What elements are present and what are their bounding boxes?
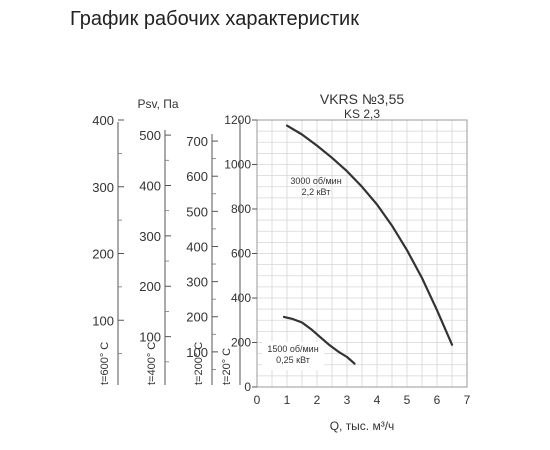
series-label-line1: 3000 об/мин [290,176,341,186]
x-tick-label: 5 [404,393,411,407]
submodel-label: KS 2,3 [344,107,380,121]
temperature-tick-label: 300 [92,180,114,195]
y-tick-label: 1000 [224,158,251,172]
temperature-tick-label: 200 [92,247,114,262]
series-label-line2: 2,2 кВт [302,187,331,197]
temperature-scale-label: t=200° C [193,342,205,385]
temperature-scale-label: t=600° C [99,342,111,385]
temperature-tick-label: 400 [92,113,114,128]
y-tick-label: 0 [244,380,251,394]
x-tick-label: 3 [344,393,351,407]
x-tick-label: 2 [314,393,321,407]
temperature-tick-label: 400 [186,239,208,254]
x-axis-label: Q, тыс. м³/ч [330,419,395,433]
temperature-tick-label: 300 [139,229,161,244]
x-tick-label: 4 [374,393,381,407]
series-label-background [262,342,324,370]
temperature-tick-label: 400 [139,178,161,193]
x-tick-label: 0 [254,393,261,407]
temperature-tick-label: 100 [186,345,208,360]
temperature-tick-label: 500 [186,204,208,219]
y-axis-label: Psv, Па [137,97,178,111]
page-title: График рабочих характеристик [70,8,359,30]
temperature-tick-label: 200 [186,310,208,325]
temperature-tick-label: 500 [139,128,161,143]
temperature-scale-label: t=20° C [221,348,233,385]
y-tick-label: 800 [231,202,251,216]
model-label: VKRS №3,55 [320,91,404,107]
y-tick-label: 400 [231,291,251,305]
temperature-tick-label: 100 [139,330,161,345]
temperature-tick-label: 300 [186,275,208,290]
x-tick-label: 1 [284,393,291,407]
series-line [282,315,356,365]
x-tick-label: 7 [464,393,471,407]
series-label-line2: 0,25 кВт [276,355,310,365]
temperature-scale-label: t=400° C [146,342,158,385]
temperature-tick-label: 700 [186,134,208,149]
y-tick-label: 600 [231,247,251,261]
temperature-tick-label: 100 [92,313,114,328]
temperature-tick-label: 200 [139,279,161,294]
y-tick-label: 1200 [224,113,251,127]
temperature-tick-label: 600 [186,169,208,184]
y-tick-label: 200 [231,336,251,350]
series-line [285,124,454,346]
x-tick-label: 6 [434,393,441,407]
series-label-line1: 1500 об/мин [267,344,318,354]
